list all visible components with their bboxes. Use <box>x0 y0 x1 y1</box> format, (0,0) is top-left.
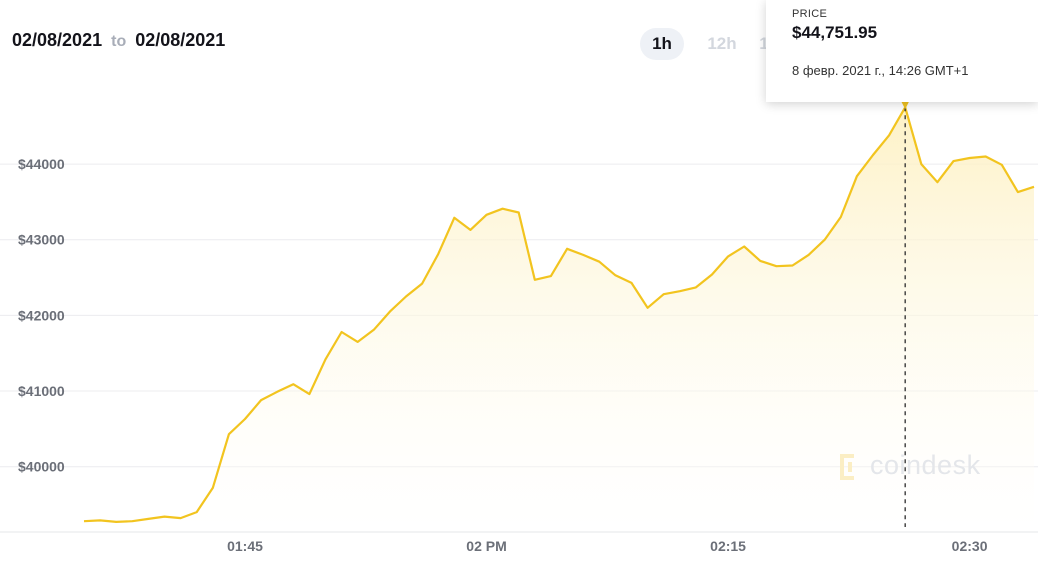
price-point <box>791 264 793 266</box>
price-point <box>743 246 745 248</box>
price-point <box>1001 164 1003 166</box>
price-point <box>228 433 230 435</box>
price-point <box>727 255 729 257</box>
price-point <box>888 134 890 136</box>
price-point <box>759 260 761 262</box>
price-point <box>437 253 439 255</box>
price-point <box>502 208 504 210</box>
range-1h-button[interactable]: 1h <box>640 28 684 60</box>
y-tick-label: $41000 <box>18 383 65 399</box>
tooltip-label: PRICE <box>792 8 828 20</box>
y-tick-label: $43000 <box>18 232 65 248</box>
date-to[interactable]: 02/08/2021 <box>135 30 226 50</box>
price-point <box>808 254 810 256</box>
date-range-separator: to <box>111 33 127 50</box>
price-point <box>518 212 520 214</box>
price-point <box>83 520 85 522</box>
price-point <box>486 214 488 216</box>
price-point <box>1033 186 1035 188</box>
price-point <box>308 393 310 395</box>
price-point <box>196 511 198 513</box>
price-point <box>598 261 600 263</box>
price-point <box>180 517 182 519</box>
price-point <box>679 290 681 292</box>
price-point <box>292 383 294 385</box>
price-point <box>647 307 649 309</box>
price-point <box>373 329 375 331</box>
price-point <box>260 399 262 401</box>
price-point <box>630 282 632 284</box>
price-point <box>936 181 938 183</box>
tooltip-date: 8 февр. 2021 г., 14:26 GMT+1 <box>792 63 969 78</box>
price-point <box>469 229 471 231</box>
x-tick-label: 02:30 <box>952 538 988 554</box>
price-point <box>147 518 149 520</box>
range-12h-button[interactable]: 12h <box>707 34 737 53</box>
coindesk-mark-icon <box>840 454 858 480</box>
price-point <box>582 254 584 256</box>
price-point <box>341 331 343 333</box>
price-point <box>325 358 327 360</box>
y-tick-label: $44000 <box>18 156 65 172</box>
price-point <box>115 521 117 523</box>
price-point <box>453 217 455 219</box>
y-tick-label: $42000 <box>18 307 65 323</box>
date-range: 02/08/2021 to 02/08/2021 <box>12 30 225 51</box>
price-point <box>711 274 713 276</box>
price-point <box>244 418 246 420</box>
price-point <box>550 275 552 277</box>
price-line <box>83 106 1035 523</box>
price-point <box>663 293 665 295</box>
price-point <box>985 156 987 158</box>
price-point <box>276 391 278 393</box>
price-point <box>824 239 826 241</box>
price-point <box>695 286 697 288</box>
price-point <box>856 175 858 177</box>
price-point <box>389 311 391 313</box>
x-tick-label: 02:15 <box>710 538 746 554</box>
price-point <box>614 274 616 276</box>
coindesk-logo: coindesk <box>838 450 998 484</box>
price-point <box>775 265 777 267</box>
price-point <box>952 160 954 162</box>
y-tick-label: $40000 <box>18 459 65 475</box>
x-tick-label: 01:45 <box>227 538 263 554</box>
x-tick-label: 02 PM <box>466 538 506 554</box>
price-point <box>131 520 133 522</box>
price-point <box>405 295 407 297</box>
price-point <box>212 487 214 489</box>
coindesk-wordmark: coindesk <box>870 450 981 480</box>
price-point <box>164 516 166 518</box>
price-point <box>421 283 423 285</box>
price-point <box>99 519 101 521</box>
price-tooltip: PRICE $44,751.95 8 февр. 2021 г., 14:26 … <box>766 0 1038 102</box>
range-next-button[interactable]: 1 <box>759 34 769 53</box>
price-point <box>566 248 568 250</box>
price-point <box>872 154 874 156</box>
price-point <box>920 163 922 165</box>
price-point <box>534 279 536 281</box>
price-point <box>969 157 971 159</box>
price-point <box>1017 191 1019 193</box>
price-point <box>357 341 359 343</box>
price-point <box>840 216 842 218</box>
tooltip-price: $44,751.95 <box>792 23 878 42</box>
price-area <box>84 107 1034 532</box>
date-from[interactable]: 02/08/2021 <box>12 30 103 50</box>
